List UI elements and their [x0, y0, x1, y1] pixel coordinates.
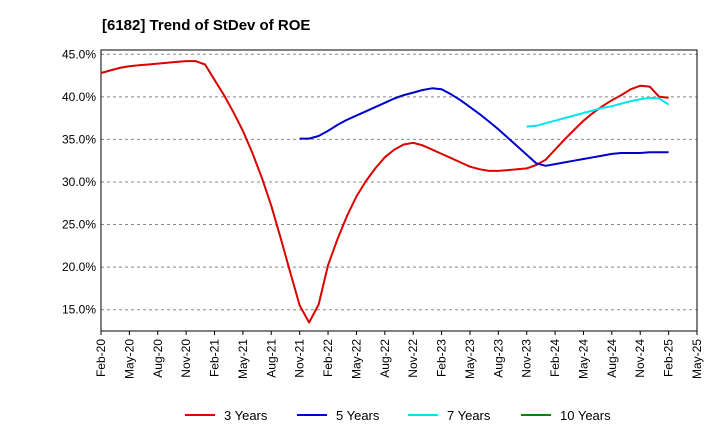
legend-label: 10 Years [560, 408, 611, 423]
x-tick-label: Nov-22 [406, 339, 420, 378]
x-tick-label: May-22 [349, 339, 363, 379]
x-tick-label: Nov-23 [520, 339, 534, 378]
series-line-7-years [526, 96, 670, 128]
y-tick-label: 40.0% [62, 90, 96, 104]
x-tick-label: Feb-21 [208, 339, 222, 377]
chart-title: [6182] Trend of StDev of ROE [102, 17, 310, 34]
legend-label: 5 Years [336, 408, 380, 423]
y-axis: 15.0% 20.0% 25.0% 30.0% 35.0% 40.0% 45.0% [62, 47, 96, 316]
x-tick-label: May-25 [690, 339, 704, 379]
x-tick-label: Feb-20 [94, 339, 108, 377]
x-tick-label: Feb-23 [435, 339, 449, 377]
x-tick-label: May-21 [236, 339, 250, 379]
x-tick-label: Aug-24 [605, 339, 619, 378]
legend-label: 3 Years [224, 408, 268, 423]
x-tick-label: Feb-22 [321, 339, 335, 377]
legend-label: 7 Years [447, 408, 491, 423]
y-tick-label: 20.0% [62, 260, 96, 274]
x-tick-label: Aug-21 [264, 339, 278, 378]
x-tick-label: Aug-20 [151, 339, 165, 378]
series-lines [100, 60, 670, 324]
x-tick-label: Nov-24 [633, 339, 647, 378]
x-tick-label: Aug-22 [378, 339, 392, 378]
x-tick-label: May-20 [122, 339, 136, 379]
x-tick-label: Feb-24 [548, 339, 562, 377]
x-tick-label: May-23 [463, 339, 477, 379]
y-tick-label: 35.0% [62, 132, 96, 146]
y-tick-label: 30.0% [62, 175, 96, 189]
legend: 3 Years 5 Years 7 Years 10 Years [185, 408, 611, 423]
x-tick-label: Nov-20 [179, 339, 193, 378]
x-axis: Feb-20 May-20 Aug-20 Nov-20 Feb-21 May-21 Aug-… [94, 331, 704, 379]
y-tick-label: 45.0% [62, 47, 96, 61]
y-tick-label: 25.0% [62, 218, 96, 232]
x-tick-label: Aug-23 [491, 339, 505, 378]
y-tick-label: 15.0% [62, 303, 96, 317]
x-tick-label: Nov-21 [293, 339, 307, 378]
gridlines [101, 53, 697, 311]
x-tick-label: Feb-25 [662, 339, 676, 377]
x-tick-label: May-24 [576, 339, 590, 379]
plot-area [100, 49, 698, 332]
series-line-3-years [100, 60, 669, 324]
series-line-5-years [299, 87, 669, 167]
